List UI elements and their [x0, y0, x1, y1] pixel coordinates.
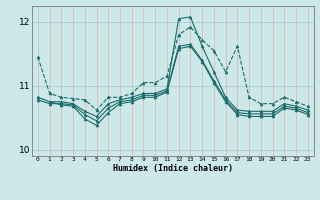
X-axis label: Humidex (Indice chaleur): Humidex (Indice chaleur) [113, 164, 233, 173]
